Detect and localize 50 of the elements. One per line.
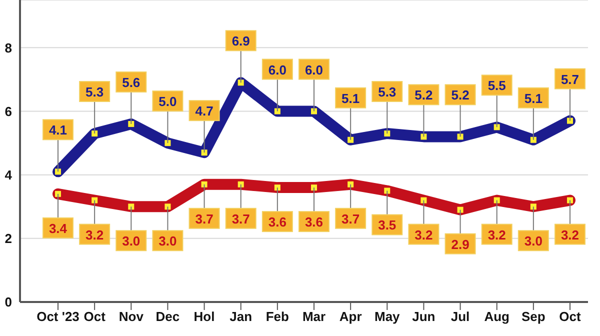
x-tick-label: Mar xyxy=(302,309,326,324)
x-tick-label: Oct xyxy=(559,309,582,324)
y-tick-label: 4 xyxy=(4,167,13,182)
data-label: 3.6 xyxy=(304,214,324,230)
x-tick-label: Jul xyxy=(450,309,470,324)
x-tick-label: Oct xyxy=(84,309,106,324)
data-label: 3.0 xyxy=(524,234,542,249)
data-label: 6.0 xyxy=(268,62,286,78)
x-tick-label: Sep xyxy=(522,309,546,324)
data-label: 3.7 xyxy=(342,211,360,226)
data-label: 3.2 xyxy=(560,227,580,242)
data-label: 3.2 xyxy=(488,227,506,242)
x-tick-label: Jan xyxy=(230,309,252,324)
x-tick-label: Aug xyxy=(484,309,510,324)
x-tick-label: Feb xyxy=(266,309,290,324)
data-label: 3.6 xyxy=(268,214,286,230)
data-label: 4.7 xyxy=(195,104,214,119)
data-label: 5.2 xyxy=(414,88,433,103)
data-label: 5.7 xyxy=(560,72,580,87)
data-label: 3.4 xyxy=(48,220,68,236)
data-label: 3.7 xyxy=(195,211,214,226)
y-tick-label: 0 xyxy=(4,294,12,310)
data-label: 5.1 xyxy=(524,90,542,106)
data-label: 3.2 xyxy=(86,227,104,242)
x-tick-label: Apr xyxy=(339,309,362,324)
data-label: 3.2 xyxy=(414,227,433,242)
x-tick-label: Oct '23 xyxy=(36,309,80,324)
data-label: 5.2 xyxy=(451,88,470,103)
x-tick-label: Jun xyxy=(412,309,436,324)
y-tick-label: 6 xyxy=(4,104,12,119)
data-label: 5.3 xyxy=(86,84,104,100)
x-tick-label: May xyxy=(374,309,401,324)
y-tick-label: 8 xyxy=(4,40,12,56)
data-label: 5.3 xyxy=(378,84,396,100)
data-label: 6.0 xyxy=(304,62,324,78)
data-label: 3.0 xyxy=(158,234,177,249)
x-tick-label: Hol xyxy=(194,309,215,324)
data-label: 2.9 xyxy=(451,236,470,252)
x-tick-label: Nov xyxy=(118,309,144,324)
data-label: 3.0 xyxy=(122,234,140,249)
data-label: 4.1 xyxy=(48,122,68,138)
data-label: 5.6 xyxy=(122,74,140,90)
data-label: 5.1 xyxy=(342,90,360,106)
data-label: 5.0 xyxy=(158,94,177,110)
data-label: 5.5 xyxy=(488,78,506,94)
x-tick-label: Dec xyxy=(156,309,180,324)
y-tick-label: 2 xyxy=(4,231,12,246)
data-label: 3.5 xyxy=(378,218,396,233)
data-label: 3.7 xyxy=(232,211,250,226)
data-label: 6.9 xyxy=(232,34,250,49)
